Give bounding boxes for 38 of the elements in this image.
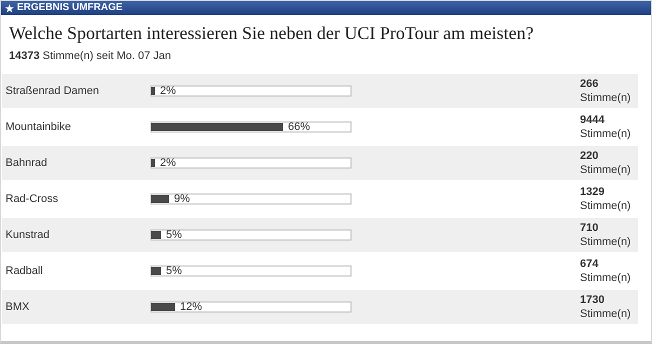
- text: Stimme(n): [580, 92, 631, 104]
- bar: [151, 267, 161, 275]
- text: Stimme(n): [580, 272, 631, 284]
- bar: [151, 303, 175, 311]
- text: Stimme(n): [580, 200, 631, 212]
- text: Stimme(n): [580, 164, 631, 176]
- data-label: 2%: [160, 157, 176, 169]
- text: 1329: [580, 186, 604, 198]
- chart-title: Welche Sportarten interessieren Sie neben der UCI ProTour am meisten?: [9, 23, 535, 44]
- bar: [151, 231, 161, 239]
- bar: [151, 123, 283, 131]
- data-label: 5%: [166, 229, 182, 241]
- y-tick-label: Mountainbike: [6, 121, 71, 133]
- text: Stimme(n): [580, 128, 631, 140]
- text: 674: [580, 258, 600, 270]
- text: 220: [580, 150, 598, 162]
- data-label: 5%: [166, 265, 182, 277]
- data-label: 9%: [174, 193, 190, 205]
- y-tick-label: Straßenrad Damen: [6, 85, 100, 97]
- bar: [151, 87, 155, 95]
- text: 9444: [580, 114, 606, 126]
- y-tick-label: Bahnrad: [6, 157, 48, 169]
- text: 710: [580, 222, 598, 234]
- bar: [151, 159, 155, 167]
- y-tick-label: Kunstrad: [6, 229, 50, 241]
- text: Stimme(n): [580, 236, 631, 248]
- y-tick-label: Rad-Cross: [6, 193, 59, 205]
- text: Stimme(n): [580, 308, 631, 320]
- bar: [151, 195, 169, 203]
- y-tick-label: BMX: [6, 301, 30, 313]
- text: ERGEBNIS UMFRAGE: [17, 1, 123, 15]
- chart-subtitle: 14373 Stimme(n) seit Mo. 07 Jan: [9, 50, 172, 64]
- y-tick-label: Radball: [6, 265, 43, 277]
- data-label: 66%: [288, 121, 310, 133]
- text: 266: [580, 78, 598, 90]
- data-label: 2%: [160, 85, 176, 97]
- data-label: 12%: [180, 301, 202, 313]
- text: 1730: [580, 294, 604, 306]
